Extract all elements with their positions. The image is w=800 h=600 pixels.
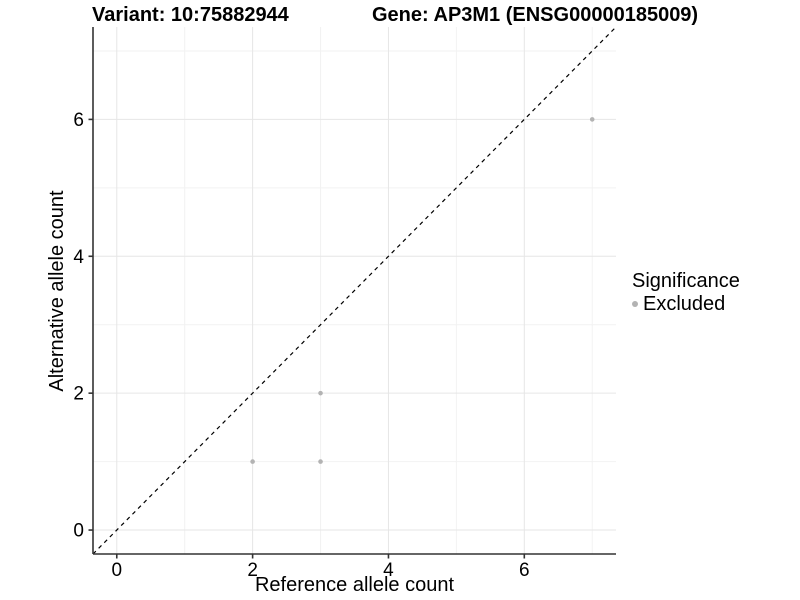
y-axis-label: Alternative allele count (46, 190, 68, 392)
x-axis-label: Reference allele count (254, 574, 454, 596)
data-point (589, 117, 595, 122)
identity-dashed-line (92, 26, 617, 555)
x-tick-label: 0 (111, 560, 122, 581)
legend-item-excluded: Excluded (632, 293, 740, 315)
excluded-point-icon (632, 301, 638, 307)
legend-title: Significance (632, 270, 740, 292)
x-tick-label: 2 (247, 560, 258, 581)
plot-title-gene: Gene: AP3M1 (ENSG00000185009) (372, 4, 699, 26)
y-tick-label: 4 (73, 247, 84, 268)
x-tick-label: 4 (383, 560, 394, 581)
data-point (318, 459, 323, 464)
y-tick-label: 0 (73, 521, 84, 542)
x-tick-label: 6 (519, 560, 530, 581)
significance-legend: Significance Excluded (632, 270, 740, 315)
y-tick-label: 6 (73, 110, 84, 131)
y-tick-label: 2 (73, 384, 84, 405)
legend-item-label: Excluded (643, 293, 726, 315)
data-point (318, 390, 323, 396)
plot-title-variant: Variant: 10:75882944 (92, 4, 289, 26)
data-point (250, 459, 255, 464)
